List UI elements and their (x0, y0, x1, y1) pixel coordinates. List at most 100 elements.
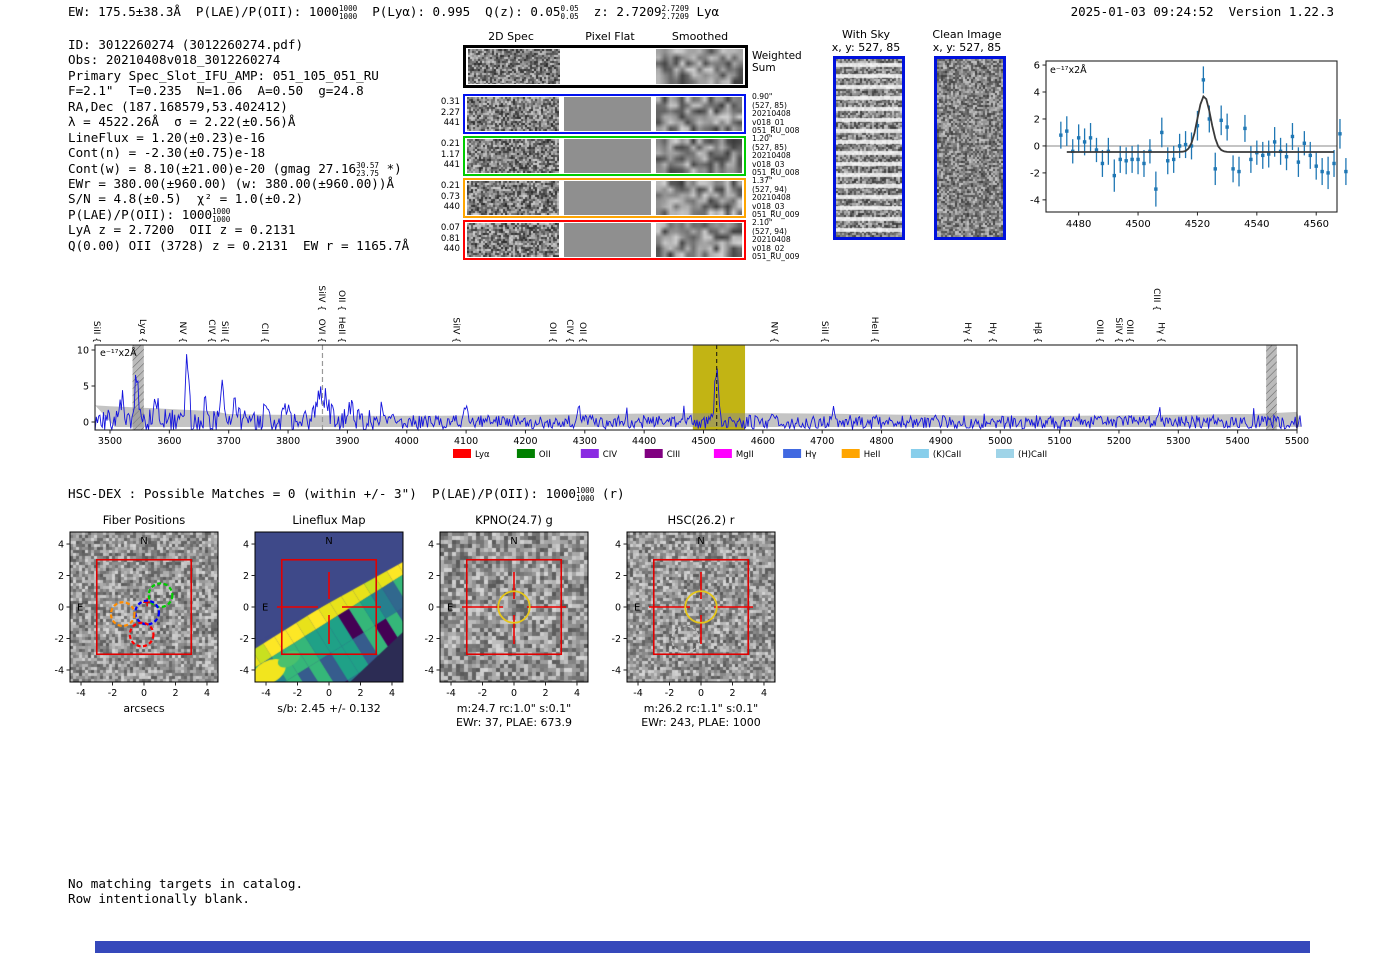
panel-title: Lineflux Map (292, 513, 365, 527)
legend-entry-label: CIV (603, 450, 617, 460)
emission-line-label: SiIV { (451, 317, 461, 343)
axis-tick-label: -4 (55, 665, 64, 676)
emission-line-label: Lyα { (137, 319, 147, 343)
axis-tick-label: -2 (425, 634, 434, 645)
pixel-flat-image (564, 223, 651, 257)
axis-tick-label: 0 (243, 603, 249, 614)
axis-tick-label: -4 (633, 688, 642, 699)
cutout-title: Clean Image x, y: 527, 85 (932, 28, 1002, 54)
axis-tick-label: 4540 (1244, 219, 1269, 230)
fiber-circle (128, 621, 155, 648)
stacked-fraction: 1000 1000 (338, 4, 358, 22)
legend-entry-label: OII (539, 450, 551, 460)
axis-tick-label: 4800 (869, 436, 893, 447)
classification-color-bar (95, 941, 1310, 953)
info-line: λ = 4522.26Å σ = 2.22(±0.56)Å (68, 114, 296, 130)
with-sky-image (836, 59, 902, 237)
catalog-match-note: No matching targets in catalog. Row inten… (68, 876, 303, 907)
axis-tick-label: -2 (665, 688, 674, 699)
axis-tick-label: 2 (357, 688, 363, 699)
axis-tick-label: 0 (1034, 141, 1040, 152)
spec2d-fiber-row (463, 136, 746, 176)
axis-tick-label: 5400 (1226, 436, 1250, 447)
fiber-circle (134, 599, 161, 626)
info-line: S/N = 4.8(±0.5) χ² = 1.0(±0.2) (68, 191, 304, 207)
detection-info-block: ID: 3012260274 (3012260274.pdf) Obs: 2021… (68, 37, 409, 253)
emission-line-label: HeII { (336, 317, 346, 343)
info-line: ID: 3012260274 (3012260274.pdf) (68, 37, 304, 52)
axis-tick-label: 4 (574, 688, 580, 699)
axis-tick-label: 0 (141, 688, 147, 699)
axis-tick-label: 3700 (217, 436, 241, 447)
pixel-flat-image (564, 139, 651, 173)
axis-tick-label: 4480 (1066, 219, 1091, 230)
panel-caption-line: m:24.7 rc:1.0" s:0.1" (457, 702, 572, 715)
axis-tick-label: -4 (612, 665, 621, 676)
axis-tick-label: 4 (389, 688, 395, 699)
axis-tick-label: 2 (243, 571, 249, 582)
axis-tick-label: 4500 (1125, 219, 1150, 230)
spec2d-image (468, 49, 560, 84)
weighted-sum-row (463, 45, 748, 88)
info-line: P(LAE)/P(OII): 1000 1000 1000 (68, 206, 231, 224)
axis-tick-label: 4 (243, 540, 249, 551)
spec2d-row-left-values: 0.21 1.17 441 (440, 139, 460, 170)
emission-line-label: CII { (259, 323, 269, 343)
emission-line-label: OVI { (316, 319, 326, 343)
info-line: F=2.1" T=0.235 N=1.06 A=0.50 g=24.8 (68, 83, 364, 99)
stacked-fraction: 1000 1000 (576, 486, 595, 504)
stacked-fraction: 0.05 0.05 (560, 4, 579, 22)
header-timestamp-version: 2025-01-03 09:24:52 Version 1.22.3 (1071, 4, 1334, 19)
footer-line: No matching targets in catalog. (68, 876, 304, 891)
axis-tick-label: -4 (446, 688, 455, 699)
axis-tick-label: 6 (1034, 61, 1040, 72)
axis-tick-label: 4520 (1185, 219, 1210, 230)
axis-tick-label: 2 (58, 571, 64, 582)
compass-east-label: E (262, 603, 268, 614)
emission-line-label: CIV { (564, 319, 574, 343)
info-line: Cont(w) = 8.10(±21.00)e-20 (gmag 27.16 30… (68, 160, 402, 178)
panel-title: KPNO(24.7) g (475, 513, 553, 527)
panel-title: Fiber Positions (103, 513, 186, 527)
emission-line-label: OIII { (1124, 319, 1134, 343)
axis-tick-label: 0 (83, 418, 89, 429)
emission-line-label: CIII { (1151, 288, 1161, 311)
smoothed-image (656, 223, 742, 257)
footer-line: Row intentionally blank. (68, 891, 250, 907)
axis-tick-label: -2 (612, 634, 621, 645)
legend-entry-label: CIII (667, 450, 680, 460)
axis-tick-label: -4 (76, 688, 85, 699)
cutout-image-frame (833, 56, 905, 240)
legend-entry-label: MgII (736, 450, 754, 460)
axis-tick-label: -2 (108, 688, 117, 699)
spec2d-row-meta: 1.37" (527, 94) 20210408 v018_03 051_RU_009 (752, 176, 800, 220)
emission-line-label: NV { (769, 322, 779, 343)
stacked-fraction: 30.57 23.75 (356, 160, 379, 178)
spec2d-fiber-row (463, 220, 746, 260)
legend-entry-label: HeII (864, 450, 881, 460)
sky-cutout-image (70, 532, 218, 682)
axis-tick-label: 4 (428, 540, 434, 551)
axis-tick-label: 4100 (454, 436, 478, 447)
emission-line-label: Hγ { (962, 322, 972, 343)
axis-tick-label: 4 (615, 540, 621, 551)
version-label: Version 1.22.3 (1228, 4, 1334, 19)
info-line: EWr = 380.00(±960.00) (w: 380.00(±960.00… (68, 175, 395, 191)
axis-tick-label: 4000 (395, 436, 419, 447)
panel-caption-line: EWr: 243, PLAE: 1000 (641, 716, 761, 729)
fiber-circle (109, 601, 136, 627)
axis-tick-label: 2 (542, 688, 548, 699)
spec2d-row-meta: 1.20" (527, 85) 20210408 v018_03 051_RU_008 (752, 134, 800, 178)
axis-tick-label: 2 (172, 688, 178, 699)
aperture-circle (497, 590, 531, 624)
emission-line-label: SiIV { (316, 285, 326, 311)
axis-tick-label: -4 (240, 665, 249, 676)
panel-caption-line: s/b: 2.45 +/- 0.132 (277, 702, 381, 715)
info-line: Obs: 20210408v018_3012260274 (68, 52, 281, 68)
compass-east-label: E (634, 603, 640, 614)
axis-tick-label: 2 (428, 571, 434, 582)
axis-tick-label: 4600 (751, 436, 775, 447)
compass-east-label: E (447, 603, 453, 614)
spec2d-row-meta: 0.90" (527, 85) 20210408 v018_01 051_RU_008 (752, 92, 800, 136)
